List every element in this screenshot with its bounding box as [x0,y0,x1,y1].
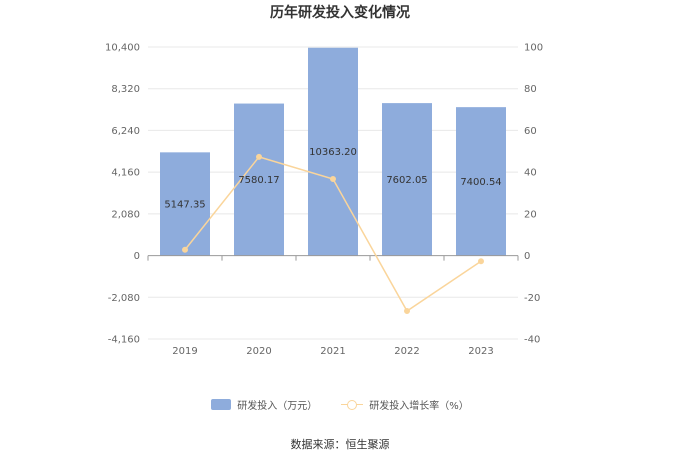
bar-value-label: 7602.05 [386,175,427,186]
x-tick-label: 2022 [394,346,419,357]
bar [234,103,284,256]
bar-value-label: 7400.54 [460,177,501,188]
y-left-tick-label: -2,080 [108,293,140,304]
y-left-tick-label: 8,320 [111,84,140,95]
chart-title: 历年研发投入变化情况 [270,5,410,21]
data-labels: 5147.35 7580.17 10363.20 7602.05 7400.54 [164,147,501,210]
growth-point [404,308,410,315]
line-series [182,153,484,315]
y-right-tick-label: 80 [524,84,537,95]
legend-label-growth-rate: 研发投入增长率（%） [369,401,469,412]
legend: 研发投入（万元） 研发投入增长率（%） [0,397,680,412]
growth-point [330,176,336,183]
y-left-tick-label: 4,160 [111,168,140,179]
legend-item-rd-investment[interactable]: 研发投入（万元） [211,397,317,412]
x-tick-label: 2020 [246,346,271,357]
growth-point [478,258,484,265]
y-left-tick-label: -4,160 [108,335,140,346]
y-right-tick-label: 40 [524,168,537,179]
bar-value-label: 7580.17 [238,175,279,186]
y-left-tick-label: 0 [134,251,140,262]
x-tick-label: 2019 [172,346,197,357]
y-right-tick-label: -20 [524,293,540,304]
legend-label-rd-investment: 研发投入（万元） [237,401,318,412]
legend-item-growth-rate[interactable]: 研发投入增长率（%） [341,397,469,412]
axes: -4,160 -2,080 0 2,080 4,160 6,240 8,320 10,400 -… [105,43,543,358]
y-right-tick-label: -40 [524,335,540,346]
bar [308,47,358,256]
y-left-tick-label: 10,400 [105,43,140,54]
growth-point [182,246,188,253]
y-left-tick-label: 2,080 [111,209,140,220]
legend-line-swatch [341,399,364,410]
growth-point [256,153,262,160]
bar [456,107,506,256]
y-right-tick-label: 20 [524,209,537,220]
bar-value-label: 10363.20 [309,147,357,158]
y-right-tick-label: 100 [524,43,543,54]
x-tick-label: 2023 [468,346,493,357]
data-source: 数据来源：恒生聚源 [290,438,390,451]
bar-series [160,47,506,256]
y-left-tick-label: 6,240 [111,126,140,137]
bar [382,103,432,256]
legend-bar-swatch [211,399,232,410]
bar-value-label: 5147.35 [164,199,205,210]
x-tick-label: 2021 [320,346,345,357]
y-right-tick-label: 0 [524,251,530,262]
y-right-tick-label: 60 [524,126,537,137]
bar [160,152,210,256]
